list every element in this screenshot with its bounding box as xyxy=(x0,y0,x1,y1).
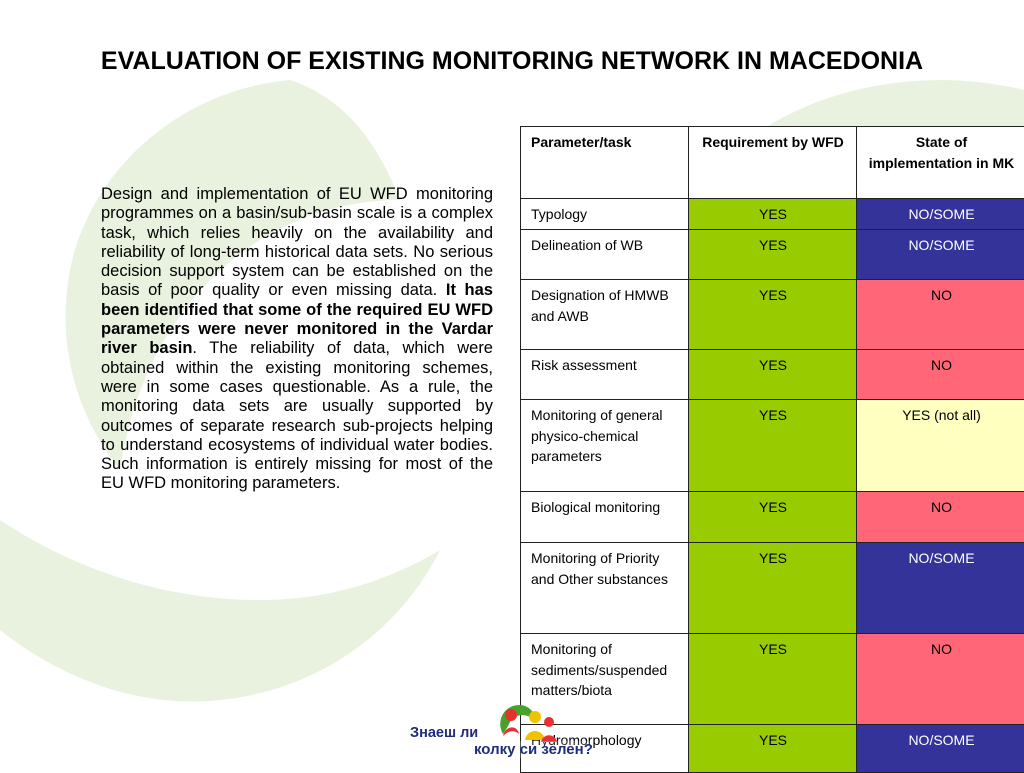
table-header-row: Parameter/task Requirement by WFD State … xyxy=(521,127,1024,199)
cell-state: YES (not all) xyxy=(857,400,1024,492)
cell-parameter: Monitoring of general physico-chemical p… xyxy=(521,400,689,492)
cell-state: NO/SOME xyxy=(857,230,1024,280)
paragraph-intro: Design and implementation of EU WFD moni… xyxy=(101,185,493,299)
cell-parameter: Designation of HMWB and AWB xyxy=(521,280,689,350)
cell-parameter: Monitoring of Priority and Other substan… xyxy=(521,543,689,634)
cell-requirement: YES xyxy=(689,350,857,400)
cell-requirement: YES xyxy=(689,492,857,543)
header-requirement: Requirement by WFD xyxy=(689,127,857,199)
header-state: State of implementation in MK xyxy=(857,127,1024,199)
cell-requirement: YES xyxy=(689,543,857,634)
cell-parameter: Risk assessment xyxy=(521,350,689,400)
cell-requirement: YES xyxy=(689,725,857,773)
cell-state: NO xyxy=(857,280,1024,350)
cell-parameter: Biological monitoring xyxy=(521,492,689,543)
body-paragraph: Design and implementation of EU WFD moni… xyxy=(101,185,493,494)
header-parameter: Parameter/task xyxy=(521,127,689,199)
table-row: Monitoring of general physico-chemical p… xyxy=(521,400,1024,492)
logo-text-line1: Знаеш ли xyxy=(410,725,478,741)
cell-state: NO/SOME xyxy=(857,199,1024,230)
cell-parameter: Typology xyxy=(521,199,689,230)
paragraph-rest: . The reliability of data, which were ob… xyxy=(101,339,493,492)
table-row: Monitoring of Priority and Other substan… xyxy=(521,543,1024,634)
cell-requirement: YES xyxy=(689,199,857,230)
monitoring-table: Parameter/task Requirement by WFD State … xyxy=(520,126,1024,773)
cell-state: NO xyxy=(857,492,1024,543)
cell-requirement: YES xyxy=(689,400,857,492)
cell-requirement: YES xyxy=(689,230,857,280)
cell-parameter: Delineation of WB xyxy=(521,230,689,280)
slide-title: EVALUATION OF EXISTING MONITORING NETWOR… xyxy=(60,44,964,78)
logo: Знаеш ли колку си зелен? xyxy=(405,700,625,768)
cell-requirement: YES xyxy=(689,280,857,350)
cell-state: NO/SOME xyxy=(857,543,1024,634)
cell-requirement: YES xyxy=(689,634,857,725)
cell-state: NO xyxy=(857,350,1024,400)
cell-state: NO xyxy=(857,634,1024,725)
logo-text-line2: колку си зелен? xyxy=(474,741,593,758)
cell-state: NO/SOME xyxy=(857,725,1024,773)
